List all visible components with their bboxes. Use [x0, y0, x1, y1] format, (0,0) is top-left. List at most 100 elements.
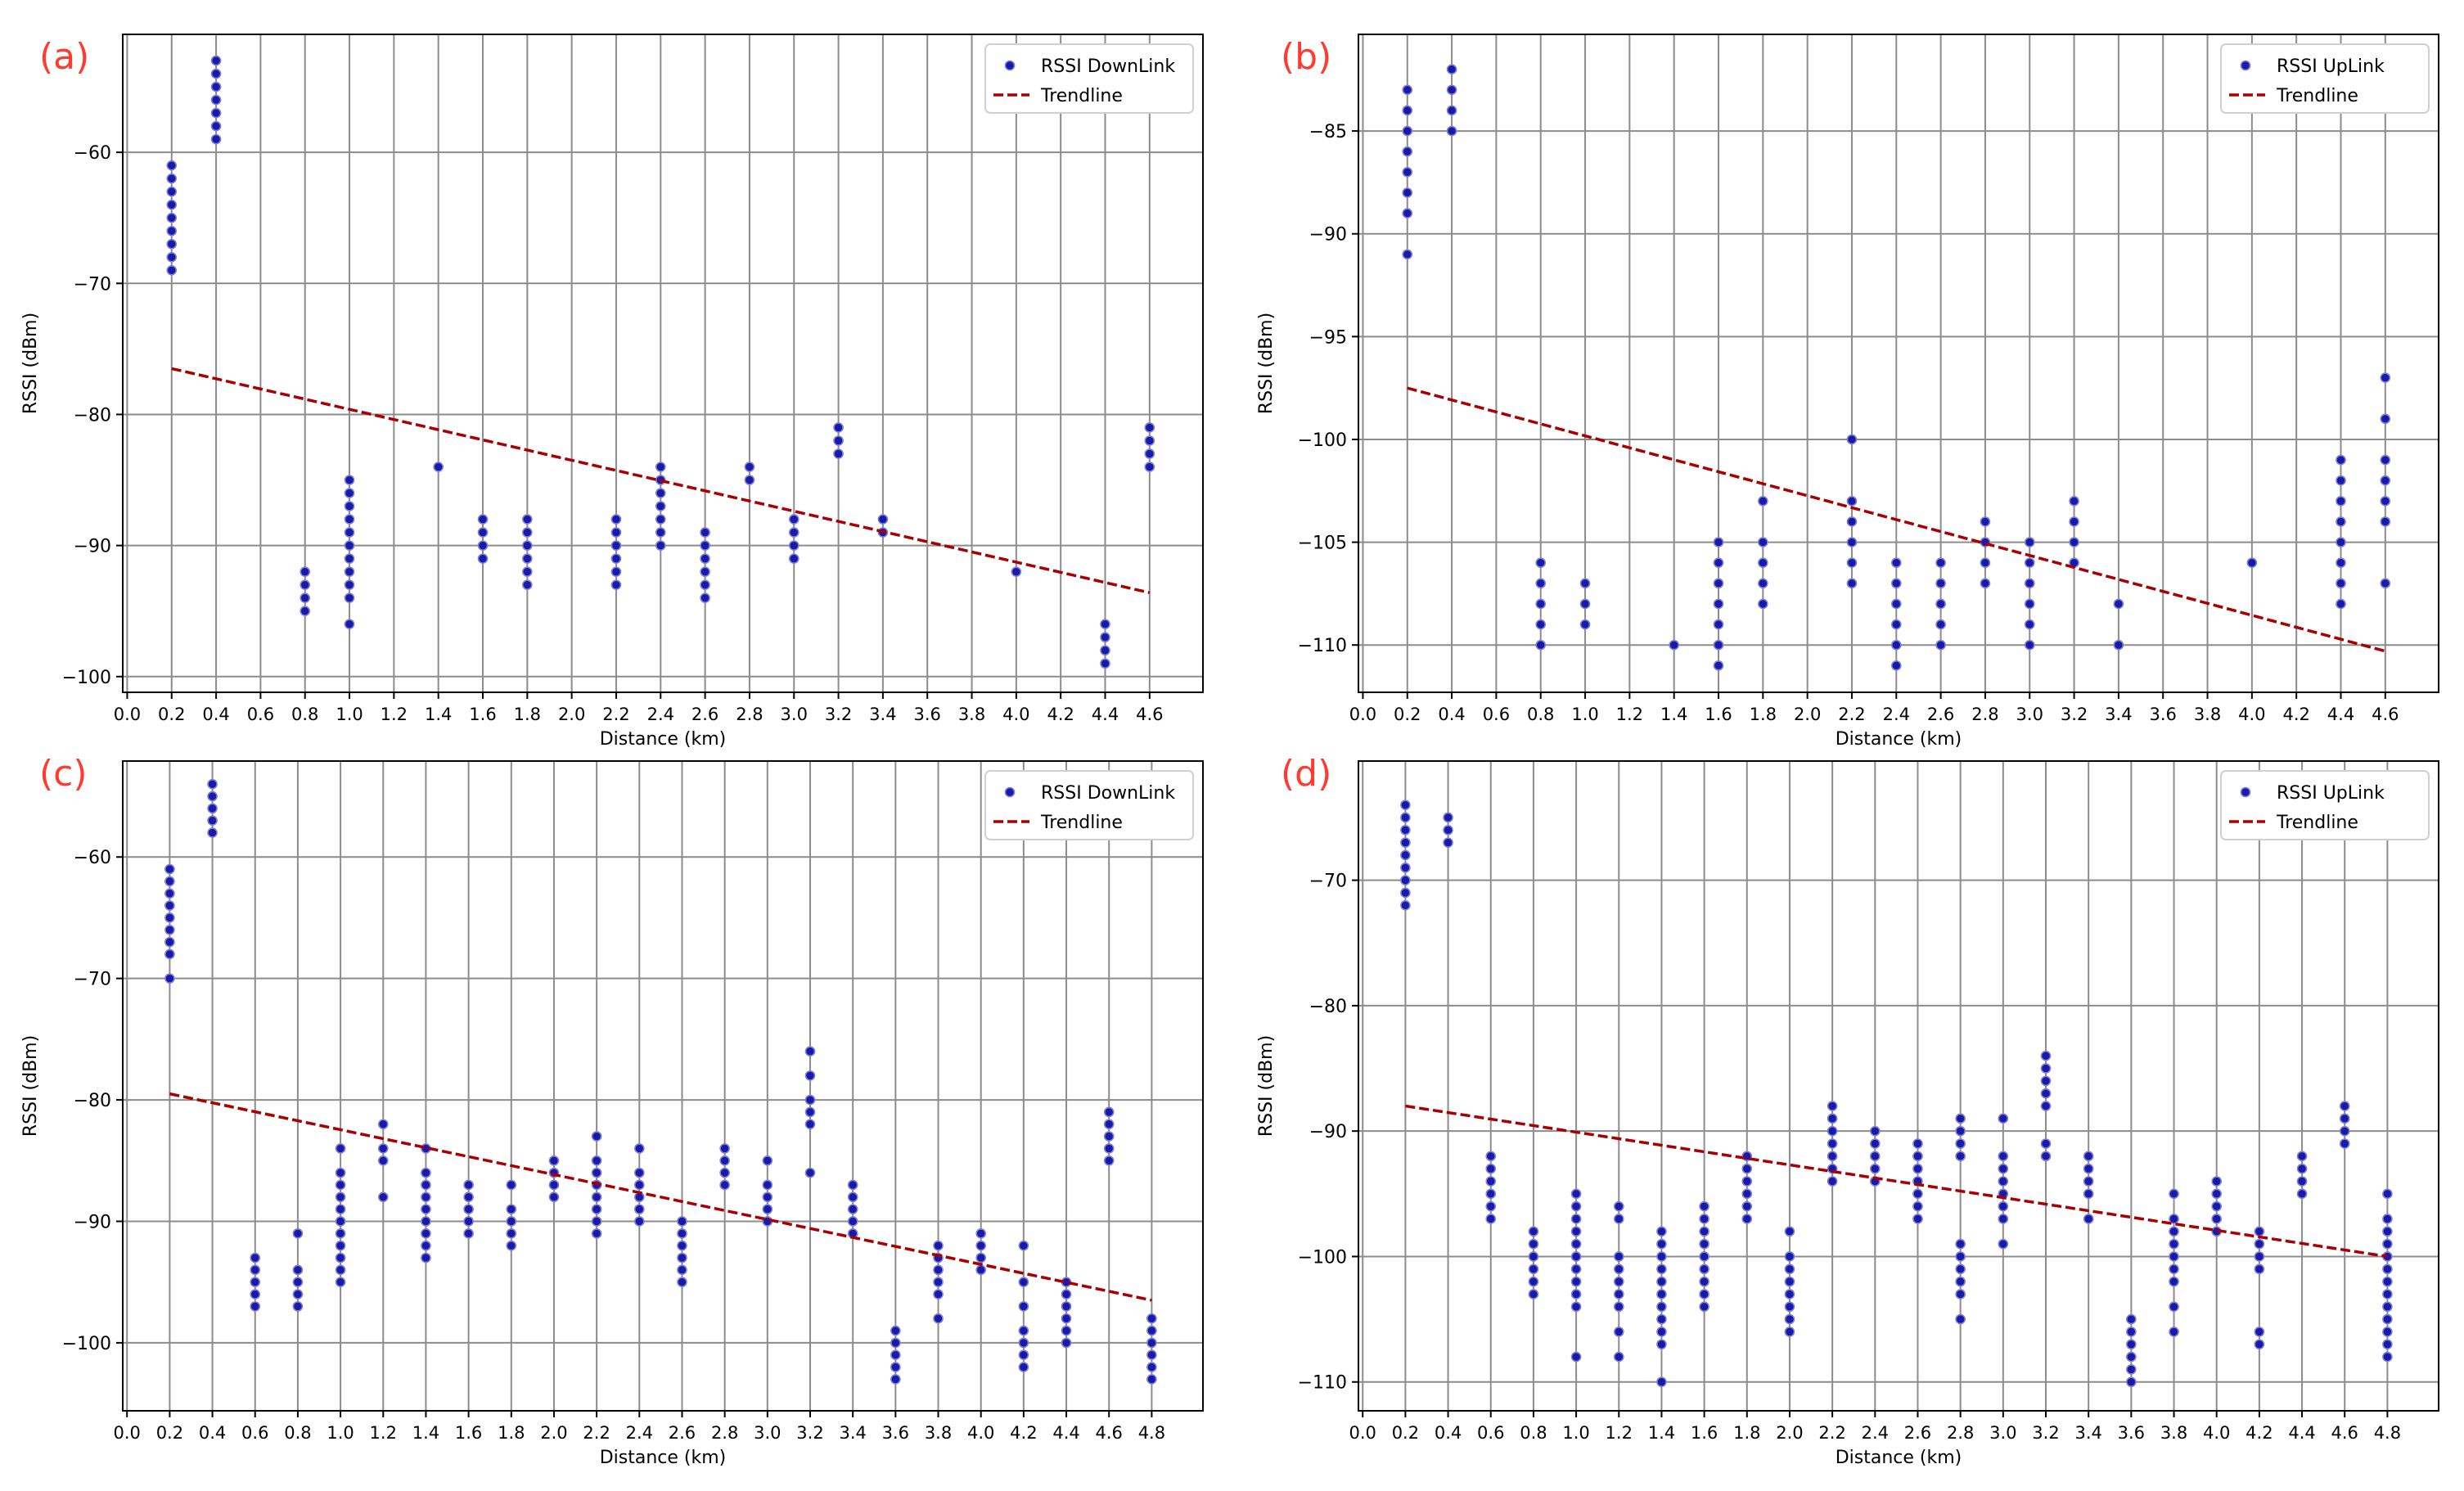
trendline [169, 1092, 1152, 1302]
data-point [1741, 1214, 1753, 1224]
y-tick-label: −110 [1298, 1373, 1347, 1394]
data-point [700, 579, 710, 590]
x-tick-label: 4.6 [1136, 705, 1163, 724]
data-point [719, 1179, 730, 1191]
data-point [1400, 825, 1411, 836]
data-point [1570, 1351, 1582, 1363]
y-tick-label: −70 [74, 970, 111, 990]
data-point [975, 1264, 986, 1276]
data-point [164, 888, 175, 899]
data-point [1784, 1276, 1795, 1287]
data-point [2380, 372, 2391, 383]
data-point [1613, 1214, 1624, 1224]
data-point [2336, 598, 2346, 610]
x-tick-label: 1.8 [1733, 1423, 1760, 1443]
data-point [2382, 1313, 2393, 1325]
data-point [2113, 639, 2124, 651]
data-point [1955, 1125, 1966, 1137]
legend-label-series: RSSI DownLink [1041, 783, 1175, 804]
data-point [1402, 208, 1413, 218]
data-point [2169, 1276, 2179, 1287]
data-point [344, 488, 355, 498]
x-tick-label: 3.0 [2016, 705, 2043, 724]
data-point [1146, 1374, 1157, 1385]
x-tick-label: 1.6 [1705, 705, 1732, 724]
legend: RSSI UpLink Trendline [2220, 43, 2430, 114]
x-tick-label: 0.6 [1483, 705, 1510, 724]
data-point [1446, 125, 1457, 137]
data-point [377, 1155, 389, 1166]
data-point [2254, 1264, 2265, 1275]
data-point [1061, 1289, 1072, 1300]
data-point [2169, 1301, 2179, 1313]
data-point [1579, 598, 1591, 610]
data-point [522, 553, 533, 564]
y-axis-title: RSSI (dBm) [1256, 313, 1277, 414]
data-point [1656, 1226, 1667, 1237]
data-point [1061, 1325, 1072, 1336]
data-point [1784, 1251, 1795, 1262]
panel-label: (c) [39, 753, 88, 795]
x-tick-label: 4.0 [2203, 1423, 2230, 1443]
x-tick-label: 3.8 [2194, 705, 2221, 724]
data-point [166, 173, 178, 184]
data-point [1890, 598, 1902, 610]
data-point [1955, 1113, 1966, 1124]
x-tick-label: 3.2 [2061, 705, 2088, 724]
data-point [634, 1216, 645, 1227]
data-point [1528, 1251, 1539, 1262]
data-point [610, 514, 622, 525]
x-tick-label: 4.8 [1138, 1423, 1165, 1443]
data-point [1018, 1337, 1029, 1349]
data-point [1100, 658, 1110, 669]
data-point [610, 540, 622, 551]
data-point [1535, 557, 1547, 569]
data-point [804, 1070, 816, 1081]
data-point [421, 1191, 431, 1203]
data-point [1827, 1138, 1838, 1149]
data-point [335, 1228, 346, 1239]
x-tick-label: 3.6 [914, 705, 941, 724]
data-point [1827, 1176, 1838, 1187]
data-point [164, 863, 175, 875]
data-point [344, 619, 355, 630]
data-point [1741, 1188, 1753, 1200]
x-tick-label: 1.2 [370, 1423, 397, 1443]
data-point [477, 540, 489, 551]
data-point [1784, 1289, 1795, 1300]
data-point [1400, 837, 1411, 848]
data-point [164, 936, 175, 948]
data-point [1146, 1325, 1157, 1336]
data-point [933, 1277, 944, 1287]
data-point [677, 1228, 687, 1239]
data-point [166, 186, 178, 197]
data-point [2382, 1276, 2393, 1287]
data-point [166, 238, 178, 250]
data-point [522, 527, 533, 538]
data-point [477, 514, 489, 525]
data-point [2254, 1226, 2265, 1237]
x-tick-label: 1.2 [1606, 1423, 1633, 1443]
data-point [421, 1167, 431, 1178]
data-point [1935, 557, 1946, 569]
data-point [300, 579, 311, 590]
data-point [292, 1277, 304, 1287]
data-point [1579, 619, 1591, 630]
data-point [655, 488, 666, 498]
data-point [2024, 578, 2035, 589]
y-tick-label: −90 [1309, 225, 1347, 245]
data-point [335, 1167, 346, 1178]
data-point [1402, 146, 1413, 157]
data-point [1912, 1214, 1923, 1224]
data-point [207, 827, 218, 838]
data-point [421, 1204, 431, 1214]
data-point [1570, 1226, 1582, 1237]
legend-label-series: RSSI UpLink [2277, 783, 2385, 804]
x-tick-label: 1.6 [469, 705, 496, 724]
legend: RSSI UpLink Trendline [2220, 770, 2430, 840]
x-tick-label: 0.8 [291, 705, 318, 724]
data-point [2382, 1301, 2393, 1313]
legend-box [984, 770, 1194, 840]
data-point [344, 579, 355, 590]
data-point [2382, 1289, 2393, 1300]
